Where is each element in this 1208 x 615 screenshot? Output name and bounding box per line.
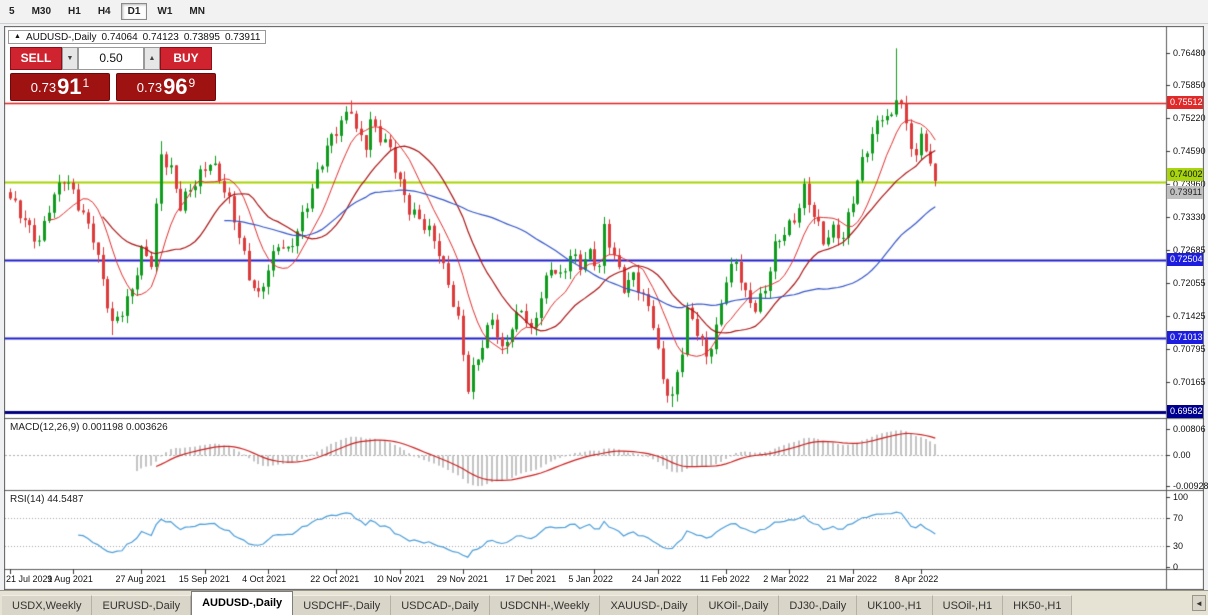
- chart-tab-usdcnh-weekly[interactable]: USDCNH-,Weekly: [489, 595, 601, 615]
- date-axis-label: 15 Sep 2021: [178, 574, 230, 584]
- date-axis-label: 21 Jul 2021: [6, 574, 53, 584]
- date-axis-label: 27 Aug 2021: [115, 574, 167, 584]
- timeframe-button-w1[interactable]: W1: [157, 6, 173, 17]
- tab-scroll-left-button[interactable]: ◄: [1192, 595, 1206, 611]
- date-axis-label: 4 Oct 2021: [242, 574, 287, 584]
- volume-input[interactable]: 0.50: [78, 47, 144, 70]
- date-axis-label: 11 Feb 2022: [699, 574, 750, 584]
- price-axis-tick: 0.71425: [1173, 311, 1206, 322]
- date-axis-label: 21 Mar 2022: [826, 574, 878, 584]
- one-click-trading-panel: SELL ▼ 0.50 ▲ BUY 0.73 91 1 0.73 96 9: [10, 47, 216, 101]
- timeframe-button-mn[interactable]: MN: [189, 6, 205, 17]
- rsi-indicator-label: RSI(14) 44.5487: [10, 494, 84, 505]
- price-axis-tick: 0.75850: [1173, 80, 1206, 91]
- date-axis-label: 9 Aug 2021: [47, 574, 93, 584]
- ask-price-big-digits: 96: [163, 74, 188, 99]
- volume-increase-button[interactable]: ▲: [144, 47, 160, 70]
- date-axis-label: 8 Apr 2022: [894, 574, 939, 584]
- price-tag-bid[interactable]: 0.73911: [1167, 186, 1203, 200]
- ohlc-close: 0.73911: [224, 31, 261, 43]
- price-tag-support-line-1[interactable]: 0.72504: [1167, 252, 1203, 266]
- chart-tab-eurusd-daily[interactable]: EURUSD-,Daily: [92, 595, 192, 615]
- price-tag-resistance-line[interactable]: 0.75512: [1167, 95, 1203, 109]
- date-axis-label: 2 Mar 2022: [763, 574, 809, 584]
- timeframe-button-5[interactable]: 5: [9, 6, 15, 17]
- price-axis-tick: 0.70165: [1173, 376, 1206, 387]
- bid-price-pipette: 1: [82, 76, 90, 90]
- ask-price-display[interactable]: 0.73 96 9: [116, 73, 216, 101]
- price-axis-tick: 0.76480: [1173, 47, 1206, 58]
- ask-price-pipette: 9: [188, 76, 196, 90]
- chart-tab-dj30-daily[interactable]: DJ30-,Daily: [779, 595, 858, 615]
- bid-price-big-digits: 91: [57, 74, 82, 99]
- rsi-axis-tick: 0: [1173, 562, 1179, 572]
- timeframe-button-h1[interactable]: H1: [68, 6, 81, 17]
- chart-tab-xauusd-daily[interactable]: XAUUSD-,Daily: [600, 595, 699, 615]
- price-axis-tick: 0.72685: [1173, 245, 1206, 256]
- macd-indicator-label: MACD(12,26,9) 0.001198 0.003626: [10, 422, 168, 433]
- date-axis-label: 22 Oct 2021: [310, 574, 360, 584]
- chart-tab-hk50-h1[interactable]: HK50-,H1: [1003, 595, 1073, 615]
- bid-price-display[interactable]: 0.73 91 1: [10, 73, 110, 101]
- date-axis-label: 24 Jan 2022: [631, 574, 682, 584]
- price-tag-support-line-3[interactable]: 0.69582: [1167, 405, 1203, 419]
- price-axis-tick: 0.73330: [1173, 211, 1206, 222]
- macd-axis-tick: 0.00: [1173, 450, 1191, 461]
- chevron-down-icon: ▼: [66, 55, 74, 62]
- price-chart-canvas[interactable]: [4, 26, 1204, 590]
- chart-tab-ukoil-daily[interactable]: UKOil-,Daily: [698, 595, 780, 615]
- date-axis-label: 5 Jan 2022: [568, 574, 613, 584]
- volume-decrease-button[interactable]: ▼: [62, 47, 78, 70]
- ohlc-low: 0.73895: [183, 31, 220, 43]
- ohlc-open: 0.74064: [101, 31, 138, 43]
- price-axis-tick: 0.70795: [1173, 343, 1206, 354]
- chart-area: ▲ AUDUSD-,Daily 0.74064 0.74123 0.73895 …: [4, 26, 1208, 590]
- chart-tab-usdx-weekly[interactable]: USDX,Weekly: [2, 595, 93, 615]
- price-axis-tick: 0.75220: [1173, 113, 1206, 124]
- price-axis-tick: 0.72055: [1173, 278, 1206, 289]
- timeframe-button-m30[interactable]: M30: [31, 6, 52, 17]
- chart-symbol-label: AUDUSD-,Daily: [25, 31, 97, 43]
- chevron-up-icon: ▲: [148, 55, 156, 62]
- price-axis-tick: 0.73960: [1173, 178, 1206, 189]
- ask-price-prefix: 0.73: [136, 80, 163, 95]
- timeframe-button-d1[interactable]: D1: [120, 3, 148, 20]
- chart-tab-bar: USDX,Weekly EURUSD-,Daily AUDUSD-,Daily USD…: [0, 590, 1208, 615]
- chart-tab-usdchf-daily[interactable]: USDCHF-,Daily: [293, 595, 392, 615]
- date-axis-label: 29 Nov 2021: [436, 574, 488, 584]
- chart-tab-usoil-h1[interactable]: USOil-,H1: [932, 595, 1004, 615]
- sell-button[interactable]: SELL: [10, 47, 62, 70]
- chart-tab-uk100-h1[interactable]: UK100-,H1: [857, 595, 933, 615]
- buy-button[interactable]: BUY: [160, 47, 212, 70]
- rsi-axis-tick: 30: [1173, 541, 1184, 551]
- ohlc-high: 0.74123: [142, 31, 179, 43]
- rsi-axis-tick: 100: [1173, 492, 1189, 502]
- rsi-axis-tick: 70: [1173, 513, 1184, 523]
- date-axis-label: 17 Dec 2021: [505, 574, 557, 584]
- price-tag-green-line[interactable]: 0.74002: [1167, 167, 1203, 181]
- timeframe-toolbar: 5 M30 H1 H4 D1 W1 MN: [0, 0, 1208, 24]
- chart-tab-usdcad-daily[interactable]: USDCAD-,Daily: [391, 595, 490, 615]
- price-axis-tick: 0.74590: [1173, 146, 1206, 157]
- date-axis-label: 10 Nov 2021: [373, 574, 425, 584]
- bid-price-prefix: 0.73: [30, 80, 57, 95]
- macd-axis-tick: -0.00928: [1173, 480, 1208, 491]
- ohlc-info-box: ▲ AUDUSD-,Daily 0.74064 0.74123 0.73895 …: [8, 30, 267, 44]
- timeframe-button-h4[interactable]: H4: [97, 6, 111, 17]
- up-triangle-icon: ▲: [14, 32, 21, 40]
- chart-tab-audusd-daily[interactable]: AUDUSD-,Daily: [191, 591, 294, 615]
- macd-axis-tick: 0.00806: [1173, 424, 1206, 435]
- price-tag-support-line-2[interactable]: 0.71013: [1167, 330, 1203, 344]
